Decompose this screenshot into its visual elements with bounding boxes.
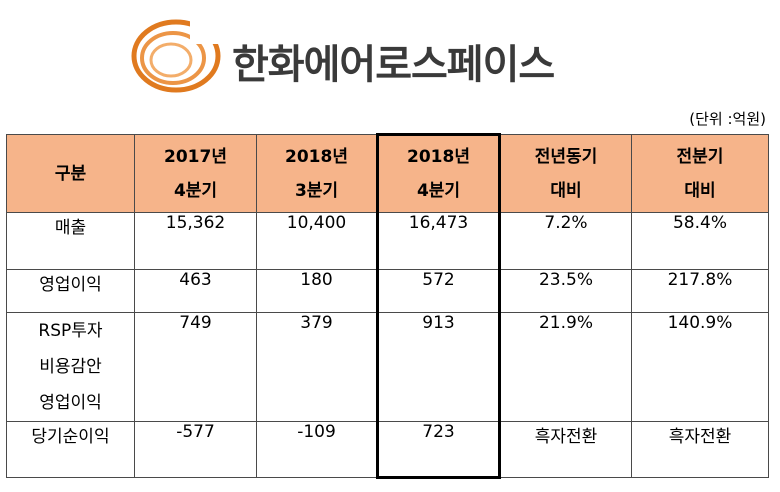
table-row: 매출 15,362 10,400 16,473 7.2% 58.4% [6,212,769,270]
table-cell: 흑자전환 [499,421,632,478]
header-2018q3: 2018년 3분기 [256,134,378,213]
table-cell: -577 [134,421,257,478]
table-cell: 21.9% [499,312,632,422]
row-label: RSP투자 비용감안 영업이익 [6,312,135,422]
row-label: 영업이익 [6,269,135,313]
table-cell: 16,473 [376,212,501,270]
hanwha-logo-icon [131,14,228,93]
table-cell: 흑자전환 [631,421,769,478]
row-label: 매출 [6,212,135,270]
table-row: 영업이익 463 180 572 23.5% 217.8% [6,269,769,313]
table-cell: 140.9% [631,312,769,422]
brand-name: 한화에어로스페이스 [232,42,555,88]
table-cell: 23.5% [499,269,632,313]
header-row: 구분 2017년 4분기 2018년 3분기 2018년 4분기 전년동기 대비… [6,133,769,213]
header-2018q4: 2018년 4분기 [376,133,501,213]
table-row: RSP투자 비용감안 영업이익 749 379 913 21.9% 140.9% [6,312,769,422]
table-cell: 217.8% [631,269,769,313]
table-cell: 723 [376,421,501,479]
table-cell: 572 [376,269,501,313]
header-yoy: 전년동기 대비 [499,134,632,213]
table-cell: 749 [134,312,257,422]
table-row: 당기순이익 -577 -109 723 흑자전환 흑자전환 [6,421,769,479]
header-qoq: 전분기 대비 [631,134,769,213]
table-cell: 463 [134,269,257,313]
table-cell: 379 [256,312,378,422]
unit-note: (단위 :억원) [689,110,766,128]
table-cell: 10,400 [256,212,378,270]
table-cell: 15,362 [134,212,257,270]
table-cell: -109 [256,421,378,478]
company-logo: 한화에어로스페이스 [128,14,588,96]
table-cell: 58.4% [631,212,769,270]
table-cell: 913 [376,312,501,422]
earnings-table: 구분 2017년 4분기 2018년 3분기 2018년 4분기 전년동기 대비… [6,133,769,479]
header-category: 구분 [6,134,135,213]
header-2017q4: 2017년 4분기 [134,134,257,213]
row-label: 당기순이익 [6,421,135,478]
table-cell: 7.2% [499,212,632,270]
table-cell: 180 [256,269,378,313]
